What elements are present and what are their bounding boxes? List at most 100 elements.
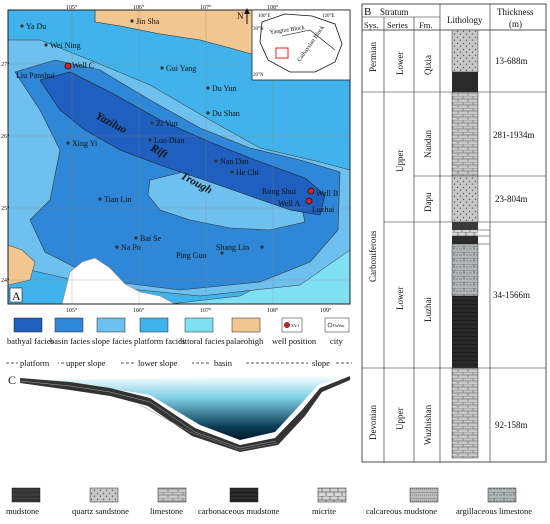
profile-labels: platform upper slope lower slope basin s… <box>6 357 352 368</box>
lith-swatch-carbonaceous-mudstone <box>229 487 259 503</box>
well-c: Well C <box>64 61 94 70</box>
map-frame <box>7 9 351 305</box>
lon-tick: 107° <box>200 4 212 11</box>
formation-qixia: Qixia <box>423 55 433 75</box>
profile-label-platform: platform <box>20 358 50 368</box>
lon-tick: 109° <box>320 307 332 314</box>
map-axis-ticks: 105° 106° 107° 108° 105° 106° 107° 108° … <box>1 4 332 314</box>
city-luo-dian: Luo Dian <box>148 136 184 145</box>
svg-text:Du Yun: Du Yun <box>212 84 236 93</box>
column-header-thickness: Thickness <box>497 7 534 17</box>
city-zi-yun: Zi Yun <box>150 119 178 128</box>
lith-swatch-quartz-sandstone <box>89 487 119 503</box>
water-body <box>20 375 350 440</box>
city-wei-ning: Wei Ning <box>44 41 81 50</box>
lon-tick: 105° <box>66 4 78 11</box>
lith-swatch-calcareous-mudstone <box>409 487 439 503</box>
svg-text:Rong Shui: Rong Shui <box>262 187 297 196</box>
legend-label-palaeohigh: palaeohigh <box>226 336 264 346</box>
column-header-series: Series <box>387 20 408 30</box>
lith-label-calcareous-mudstone: calcareous mudstone <box>366 506 437 516</box>
legend-swatch-platform <box>139 317 169 333</box>
lith-nandan-limestone <box>451 91 479 177</box>
inset-lat-30: 30°N <box>253 27 264 32</box>
lith-qixia-sandstone <box>451 29 479 73</box>
profile-label-lower-slope: lower slope <box>138 358 178 368</box>
series-carboniferous-upper: Upper <box>395 150 405 173</box>
legend-label-well: well position <box>272 336 317 346</box>
lith-qixia-mudstone <box>452 72 478 92</box>
thickness-wuzhishan: 92-158m <box>495 420 528 430</box>
lith-luzhai-carbonaceous <box>452 296 478 368</box>
svg-text:Liu Panshui: Liu Panshui <box>16 71 55 80</box>
north-arrow: N <box>237 8 250 24</box>
city-nan-dan: Nan Dan <box>214 157 249 166</box>
lith-label-limestone: limestone <box>150 506 183 516</box>
lon-tick: 106° <box>133 4 145 11</box>
svg-text:Luzhai: Luzhai <box>312 205 335 214</box>
thickness-luzhai: 34-1566m <box>493 290 530 300</box>
thickness-nandan: 281-1934m <box>493 130 535 140</box>
city-tian-lin: Tian Lin <box>98 195 132 204</box>
panel-label-c: C <box>8 373 16 387</box>
legend-swatch-palaeohigh <box>231 317 261 333</box>
lith-swatch-argillaceous-limestone <box>487 487 517 503</box>
inset-map: 100°E 120°E 30°N 20°N Yangtze Block Cath… <box>251 9 351 81</box>
legend-swatch-slope <box>96 317 126 333</box>
legend-label-platform: platform facies <box>134 336 185 346</box>
lat-tick: 27° <box>1 61 10 68</box>
lith-swatch-micrite <box>317 487 347 503</box>
bathyal-trough <box>39 71 326 216</box>
city-liu-panshui: Liu Panshui <box>16 71 55 80</box>
lith-luzhai-band-3 <box>452 236 478 244</box>
svg-text:Wei Ning: Wei Ning <box>50 41 81 50</box>
city-jin-sha: Jin Sha <box>130 17 160 26</box>
lith-luzhai-band-2 <box>452 230 478 236</box>
city-du-shan: Du Shan <box>206 109 240 118</box>
lith-label-micrite: micrite <box>312 506 336 516</box>
system-devonian: Devonian <box>368 405 378 440</box>
column-title: Stratum <box>380 7 409 17</box>
palaeohigh-southwest <box>8 244 36 286</box>
lithology-legend: mudstone quartz sandstone limestone carb… <box>6 487 532 516</box>
city-he-chi: He Chi <box>230 168 260 177</box>
series-devonian-upper: Upper <box>395 408 405 431</box>
strat-column: B Stratum Sys. Series Fm. Lithology Thic… <box>361 3 547 463</box>
svg-text:Xing Yi: Xing Yi <box>72 139 98 148</box>
column-header-fm: Fm. <box>419 20 432 30</box>
profile-label-upper-slope: upper slope <box>66 358 106 368</box>
lat-tick: 26° <box>1 133 10 140</box>
lon-tick: 108° <box>267 4 279 11</box>
formation-luzhai: Luzhai <box>423 297 433 322</box>
formation-wuzhishan: Wuzhishan <box>423 404 433 445</box>
lith-label-mudstone: mudstone <box>6 506 39 516</box>
well-b: Well B <box>307 187 338 198</box>
lith-label-argillaceous-limestone: argillaceous limestone <box>456 506 532 516</box>
svg-text:Luo Dian: Luo Dian <box>154 136 184 145</box>
svg-text:Bai Se: Bai Se <box>140 234 162 243</box>
lon-tick: 107° <box>200 307 212 314</box>
svg-text:Well B: Well B <box>316 189 338 198</box>
formation-nandan: Nandan <box>423 130 433 158</box>
formation-dapu: Dapu <box>423 192 433 212</box>
facies-legend: XY-1 DuYun bathyal facies basin facies s… <box>7 317 350 346</box>
basin-profile <box>19 375 350 452</box>
legend-swatch-basin <box>54 317 84 333</box>
lat-tick: 25° <box>1 205 10 212</box>
svg-text:Gui Yang: Gui Yang <box>166 64 196 73</box>
well-a: Well A <box>278 197 313 208</box>
svg-text:He Chi: He Chi <box>236 168 260 177</box>
legend-swatch-bathyal <box>13 317 43 333</box>
map-graticule <box>8 10 350 304</box>
profile-label-slope: slope <box>312 358 330 368</box>
svg-text:Zi Yun: Zi Yun <box>156 119 178 128</box>
lith-label-carbonaceous-mudstone: carbonaceous mudstone <box>198 506 280 516</box>
lon-tick: 106° <box>133 307 145 314</box>
legend-well-sample: XY-1 <box>291 323 300 328</box>
city-ya-du: Ya Du <box>20 22 46 31</box>
column-header-lithology: Lithology <box>447 15 483 25</box>
legend-city-sample: DuYun <box>333 323 344 328</box>
profile-label-basin: basin <box>214 358 233 368</box>
landmass-south <box>61 257 176 304</box>
